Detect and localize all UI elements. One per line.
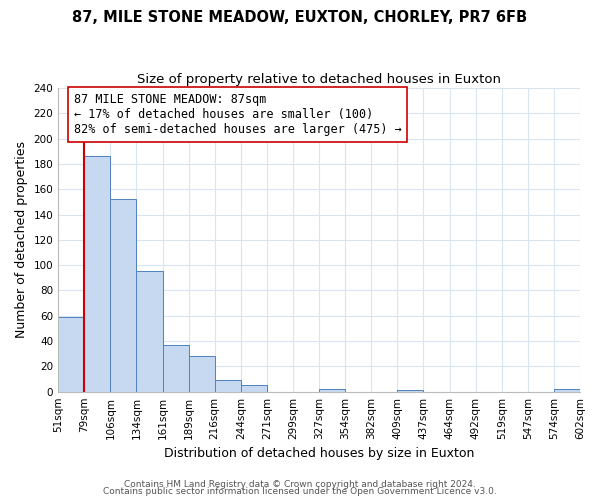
Text: Contains HM Land Registry data © Crown copyright and database right 2024.: Contains HM Land Registry data © Crown c… [124,480,476,489]
X-axis label: Distribution of detached houses by size in Euxton: Distribution of detached houses by size … [164,447,474,460]
Bar [215,380,241,392]
Bar [136,272,163,392]
Bar [58,317,84,392]
Y-axis label: Number of detached properties: Number of detached properties [15,142,28,338]
Bar [241,386,267,392]
Bar [188,356,215,392]
Text: 87, MILE STONE MEADOW, EUXTON, CHORLEY, PR7 6FB: 87, MILE STONE MEADOW, EUXTON, CHORLEY, … [73,10,527,25]
Title: Size of property relative to detached houses in Euxton: Size of property relative to detached ho… [137,72,501,86]
Text: 87 MILE STONE MEADOW: 87sqm
← 17% of detached houses are smaller (100)
82% of se: 87 MILE STONE MEADOW: 87sqm ← 17% of det… [74,92,401,136]
Bar [319,389,345,392]
Bar [554,389,580,392]
Text: Contains public sector information licensed under the Open Government Licence v3: Contains public sector information licen… [103,487,497,496]
Bar [397,390,424,392]
Bar [163,345,188,392]
Bar [110,200,136,392]
Bar [84,156,110,392]
